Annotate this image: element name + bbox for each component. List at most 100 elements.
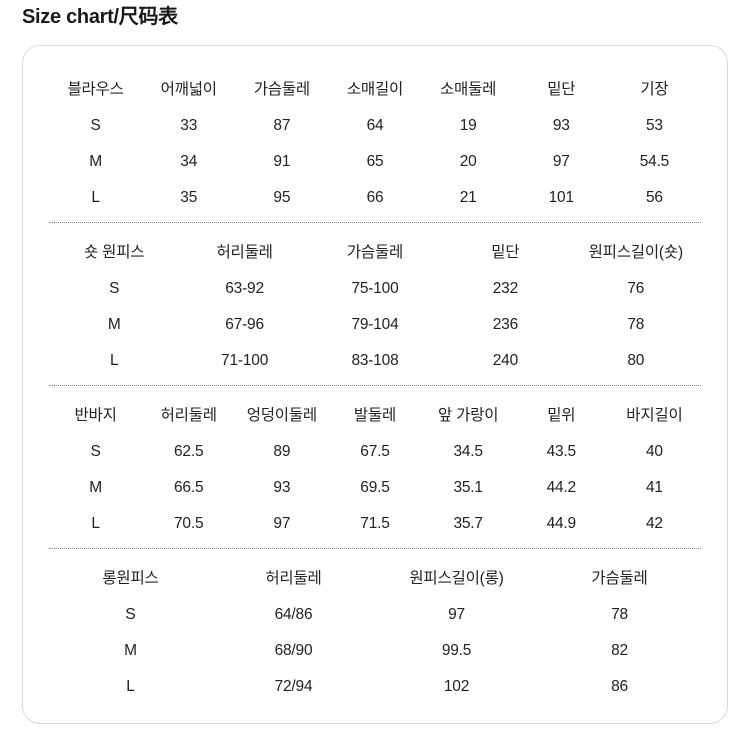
cell: 86: [538, 669, 701, 705]
table-row: M 67-96 79-104 236 78: [49, 307, 701, 343]
section-divider: [49, 379, 701, 394]
col-header: 어깨넓이: [142, 68, 235, 108]
cell: M: [49, 307, 179, 343]
col-header: 밑단: [440, 231, 570, 271]
col-header: 허리둘레: [179, 231, 309, 271]
cell: 63-92: [179, 271, 309, 307]
cell: 89: [235, 434, 328, 470]
table-row: S 33 87 64 19 93 53: [49, 108, 701, 144]
size-chart-card: 블라우스 어깨넓이 가슴둘레 소매길이 소매둘레 밑단 기장 S 33 87 6…: [22, 45, 728, 724]
cell: 97: [375, 597, 538, 633]
col-header: 밑위: [515, 394, 608, 434]
cell: 70.5: [142, 506, 235, 542]
cell: S: [49, 434, 142, 470]
cell: 40: [608, 434, 701, 470]
cell: 66: [328, 180, 421, 216]
cell: 19: [422, 108, 515, 144]
size-table-blouse: 블라우스 어깨넓이 가슴둘레 소매길이 소매둘레 밑단 기장 S 33 87 6…: [49, 68, 701, 231]
cell: 67.5: [328, 434, 421, 470]
cell: 35: [142, 180, 235, 216]
col-header: 발둘레: [328, 394, 421, 434]
cell: 41: [608, 470, 701, 506]
col-header: 가슴둘레: [235, 68, 328, 108]
cell: M: [49, 633, 212, 669]
cell: 20: [422, 144, 515, 180]
cell: 66.5: [142, 470, 235, 506]
col-header: 앞 가랑이: [422, 394, 515, 434]
cell: 87: [235, 108, 328, 144]
col-header: 소매길이: [328, 68, 421, 108]
cell: 69.5: [328, 470, 421, 506]
size-table-short-dress: 숏 원피스 허리둘레 가슴둘레 밑단 원피스길이(숏) S 63-92 75-1…: [49, 231, 701, 394]
cell: 64/86: [212, 597, 375, 633]
cell: 44.9: [515, 506, 608, 542]
cell: 34: [142, 144, 235, 180]
cell: 53: [608, 108, 701, 144]
cell: 79-104: [310, 307, 440, 343]
cell: 78: [538, 597, 701, 633]
cell: S: [49, 597, 212, 633]
table-row: M 66.5 93 69.5 35.1 44.2 41: [49, 470, 701, 506]
cell: M: [49, 144, 142, 180]
cell: L: [49, 180, 142, 216]
cell: 93: [515, 108, 608, 144]
cell: 76: [571, 271, 701, 307]
col-header: 롱원피스: [49, 557, 212, 597]
cell: 83-108: [310, 343, 440, 379]
cell: 232: [440, 271, 570, 307]
cell: 21: [422, 180, 515, 216]
table-row: S 62.5 89 67.5 34.5 43.5 40: [49, 434, 701, 470]
cell: 67-96: [179, 307, 309, 343]
cell: 56: [608, 180, 701, 216]
table-row: S 63-92 75-100 232 76: [49, 271, 701, 307]
cell: 72/94: [212, 669, 375, 705]
cell: 82: [538, 633, 701, 669]
cell: 64: [328, 108, 421, 144]
cell: 71.5: [328, 506, 421, 542]
cell: 102: [375, 669, 538, 705]
cell: 34.5: [422, 434, 515, 470]
table-row: L 70.5 97 71.5 35.7 44.9 42: [49, 506, 701, 542]
col-header: 허리둘레: [142, 394, 235, 434]
col-header: 반바지: [49, 394, 142, 434]
col-header: 가슴둘레: [538, 557, 701, 597]
cell: 43.5: [515, 434, 608, 470]
cell: 75-100: [310, 271, 440, 307]
section-divider: [49, 216, 701, 231]
cell: 42: [608, 506, 701, 542]
section-divider: [49, 542, 701, 557]
table-row: L 72/94 102 86: [49, 669, 701, 705]
cell: 80: [571, 343, 701, 379]
cell: 35.1: [422, 470, 515, 506]
cell: 95: [235, 180, 328, 216]
cell: 93: [235, 470, 328, 506]
col-header: 엉덩이둘레: [235, 394, 328, 434]
cell: 65: [328, 144, 421, 180]
cell: L: [49, 343, 179, 379]
col-header: 밑단: [515, 68, 608, 108]
cell: M: [49, 470, 142, 506]
col-header: 소매둘레: [422, 68, 515, 108]
cell: 68/90: [212, 633, 375, 669]
table-row: S 64/86 97 78: [49, 597, 701, 633]
col-header: 기장: [608, 68, 701, 108]
cell: 71-100: [179, 343, 309, 379]
cell: 62.5: [142, 434, 235, 470]
cell: 97: [515, 144, 608, 180]
cell: 54.5: [608, 144, 701, 180]
cell: 99.5: [375, 633, 538, 669]
col-header: 허리둘레: [212, 557, 375, 597]
table-row: M 68/90 99.5 82: [49, 633, 701, 669]
cell: S: [49, 271, 179, 307]
cell: 35.7: [422, 506, 515, 542]
col-header: 가슴둘레: [310, 231, 440, 271]
size-table-long-dress: 롱원피스 허리둘레 원피스길이(롱) 가슴둘레 S 64/86 97 78 M …: [49, 557, 701, 705]
cell: 97: [235, 506, 328, 542]
col-header: 원피스길이(롱): [375, 557, 538, 597]
cell: L: [49, 669, 212, 705]
size-table-shorts: 반바지 허리둘레 엉덩이둘레 발둘레 앞 가랑이 밑위 바지길이 S 62.5 …: [49, 394, 701, 557]
table-row: M 34 91 65 20 97 54.5: [49, 144, 701, 180]
cell: L: [49, 506, 142, 542]
col-header: 바지길이: [608, 394, 701, 434]
cell: 236: [440, 307, 570, 343]
